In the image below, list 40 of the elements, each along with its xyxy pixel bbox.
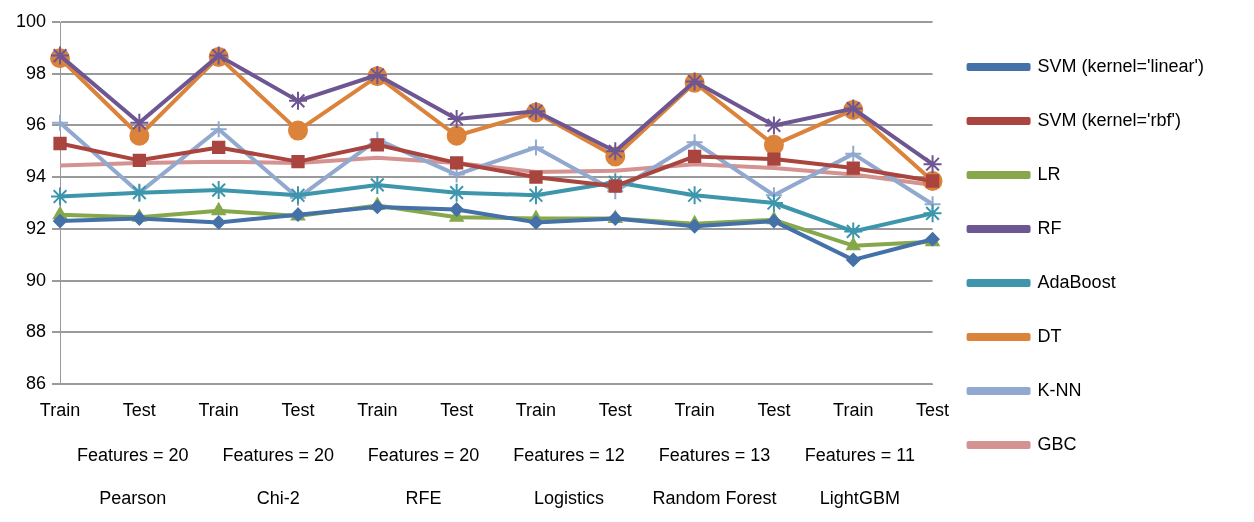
x-tick-label: Test: [598, 399, 632, 420]
x-tick-label: Train: [39, 399, 81, 420]
y-tick-label: 90: [26, 269, 47, 290]
legend-label: RF: [1037, 217, 1062, 238]
text: Features = 20: [222, 444, 334, 465]
y-tick-label: 98: [26, 62, 47, 83]
text: Chi-2: [256, 487, 300, 508]
x-tick-label: Test: [757, 399, 791, 420]
text: Features = 12: [513, 444, 625, 465]
x-tick-label: Test: [440, 399, 474, 420]
text: Features = 11: [804, 444, 915, 465]
x-tick-label: Train: [198, 399, 239, 420]
legend-label: AdaBoost: [1037, 271, 1116, 292]
y-tick-label: 96: [26, 114, 47, 135]
text: Features = 20: [76, 444, 189, 465]
x-tick-label: Test: [281, 399, 315, 420]
legend-label: K-NN: [1037, 379, 1082, 400]
text: Logistics: [534, 487, 605, 508]
text: Features = 20: [367, 444, 480, 465]
x-tick-label: Test: [916, 399, 950, 420]
y-tick-label: 94: [26, 166, 47, 187]
y-tick-label: 92: [26, 217, 47, 238]
text: Random Forest: [652, 487, 777, 508]
x-tick-label: Train: [833, 399, 874, 420]
legend-label: DT: [1037, 325, 1062, 346]
legend-label: GBC: [1037, 433, 1077, 454]
y-tick-label: 100: [15, 10, 47, 31]
y-tick-label: 88: [26, 321, 47, 342]
text: Features = 13: [658, 444, 771, 465]
x-tick-label: Train: [674, 399, 715, 420]
text: Pearson: [99, 487, 167, 508]
x-tick-label: Test: [122, 399, 156, 420]
legend-label: SVM (kernel='rbf'): [1037, 109, 1181, 130]
legend-label: LR: [1037, 163, 1061, 184]
y-tick-label: 86: [26, 372, 47, 393]
x-tick-label: Train: [515, 399, 557, 420]
text: RFE: [405, 487, 442, 508]
x-tick-label: Train: [357, 399, 398, 420]
legend-label: SVM (kernel='linear'): [1037, 55, 1205, 76]
text: LightGBM: [819, 487, 900, 508]
